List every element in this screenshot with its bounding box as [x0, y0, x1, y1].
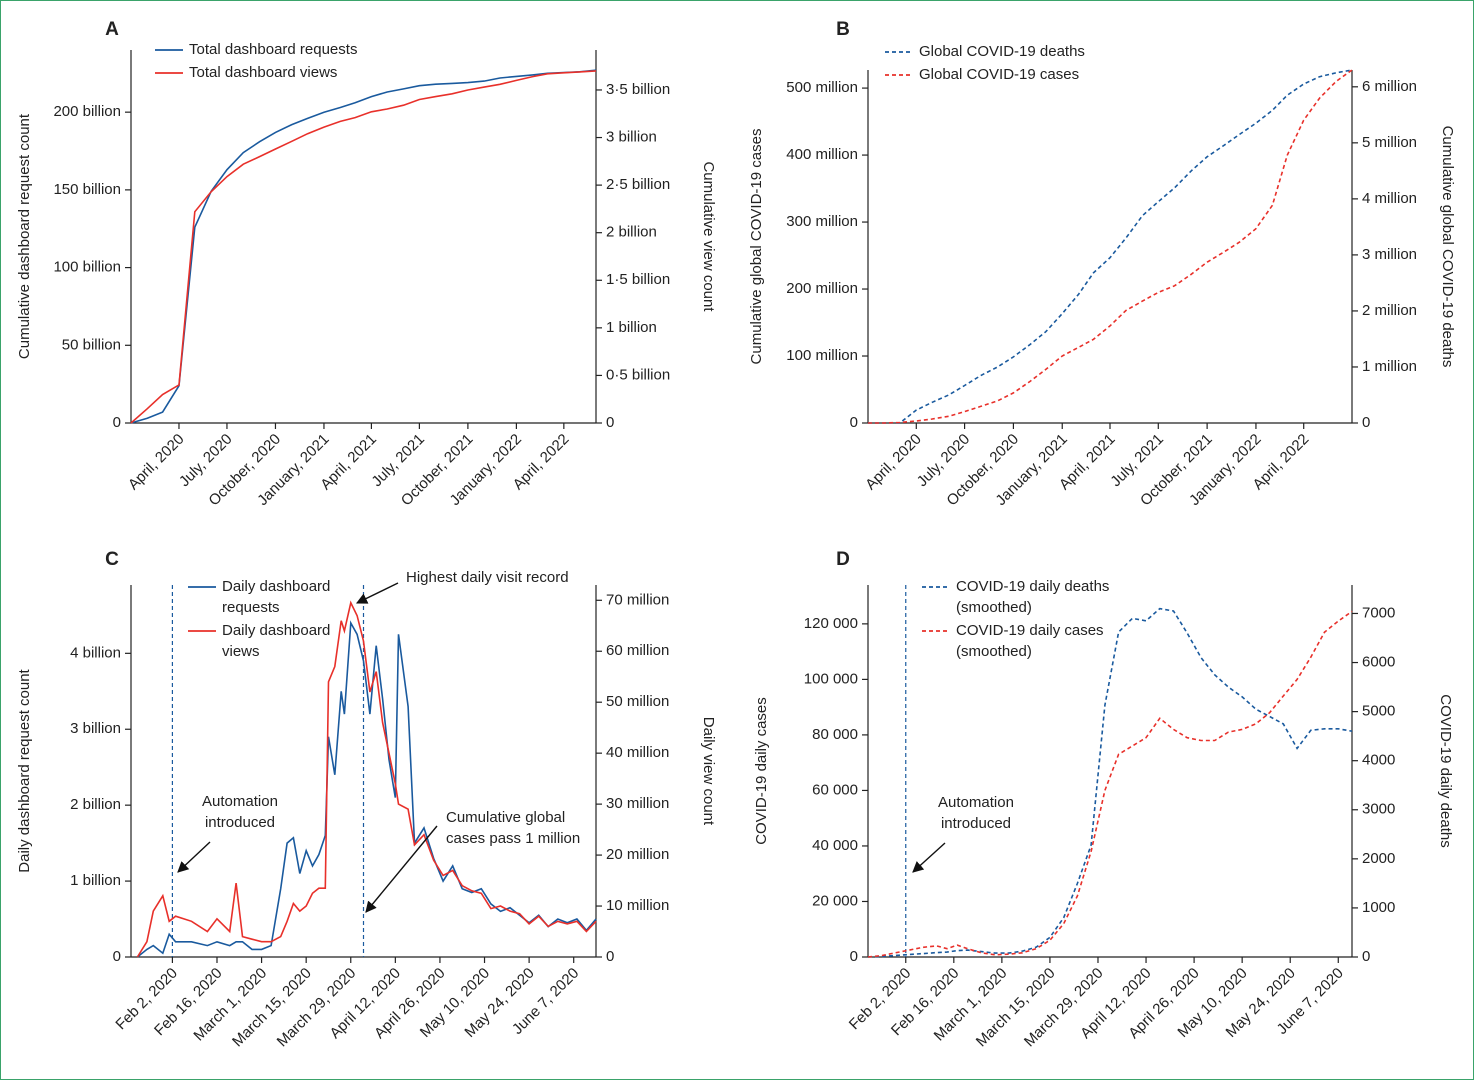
legend-label: COVID-19 daily cases (smoothed)	[956, 622, 1104, 660]
y-tick-label: 0	[850, 948, 858, 965]
y-axis-label: Daily dashboard request count	[16, 668, 33, 872]
y2-tick-label: 2 million	[1362, 302, 1417, 319]
y2-tick-label: 1·5 billion	[606, 271, 670, 288]
y2-tick-label: 1 million	[1362, 358, 1417, 375]
y2-tick-label: 0	[1362, 948, 1370, 965]
y2-axis-label: COVID-19 daily deaths	[1437, 694, 1454, 847]
y-axis-label: Cumulative dashboard request count	[16, 113, 33, 359]
y2-tick-label: 3 billion	[606, 129, 657, 146]
legend-label: Global COVID-19 cases	[919, 66, 1079, 83]
panel-label: C	[105, 549, 119, 570]
y2-tick-label: 70 million	[606, 591, 669, 608]
y-tick-label: 500 million	[786, 79, 858, 96]
series-line	[136, 600, 597, 958]
y2-tick-label: 6000	[1362, 654, 1395, 671]
y2-tick-label: 60 million	[606, 642, 669, 659]
y2-tick-label: 0	[606, 414, 614, 431]
panel-label: A	[105, 19, 119, 40]
y2-tick-label: 4000	[1362, 752, 1395, 769]
series-line	[868, 69, 1353, 424]
annotation: Automation introduced	[202, 793, 278, 831]
y-tick-label: 2 billion	[70, 796, 121, 813]
y-tick-label: 100 million	[786, 347, 858, 364]
annotation: Highest daily visit record	[406, 569, 569, 586]
y2-tick-label: 3 million	[1362, 246, 1417, 263]
legend-label: Daily dashboard requests	[222, 578, 330, 616]
y-tick-label: 150 billion	[53, 181, 121, 198]
y2-tick-label: 20 million	[606, 846, 669, 863]
y2-axis-label: Cumulative global COVID-19 deaths	[1439, 126, 1456, 368]
y-tick-label: 0	[113, 414, 121, 431]
y-tick-label: 1 billion	[70, 872, 121, 889]
y2-tick-label: 0·5 billion	[606, 366, 670, 383]
y-tick-label: 20 000	[812, 892, 858, 909]
y2-tick-label: 10 million	[606, 897, 669, 914]
y-axis-label: Cumulative global COVID-19 cases	[748, 129, 765, 365]
y2-tick-label: 2·5 billion	[606, 176, 670, 193]
legend-label: Total dashboard views	[189, 64, 337, 81]
annotation: Automation introduced	[938, 794, 1014, 832]
y2-tick-label: 1 billion	[606, 319, 657, 336]
legend-label: Daily dashboard views	[222, 622, 330, 660]
legend-label: Total dashboard requests	[189, 41, 357, 58]
y-tick-label: 80 000	[812, 726, 858, 743]
panel-label: B	[836, 19, 850, 40]
y2-tick-label: 2000	[1362, 850, 1395, 867]
y-tick-label: 50 billion	[62, 336, 121, 353]
y2-tick-label: 5000	[1362, 703, 1395, 720]
y-tick-label: 120 000	[804, 615, 858, 632]
series-line	[130, 69, 597, 424]
y2-tick-label: 5 million	[1362, 134, 1417, 151]
y-tick-label: 0	[850, 414, 858, 431]
y-tick-label: 200 billion	[53, 103, 121, 120]
annotation-arrow	[912, 842, 946, 873]
y-tick-label: 3 billion	[70, 720, 121, 737]
y-tick-label: 60 000	[812, 781, 858, 798]
y2-tick-label: 50 million	[606, 693, 669, 710]
y2-tick-label: 3000	[1362, 801, 1395, 818]
series-line	[130, 70, 597, 424]
annotation-arrow	[177, 841, 211, 873]
y2-tick-label: 40 million	[606, 744, 669, 761]
y2-tick-label: 0	[606, 948, 614, 965]
y2-tick-label: 1000	[1362, 899, 1395, 916]
y-tick-label: 100 billion	[53, 259, 121, 276]
y-tick-label: 0	[113, 948, 121, 965]
y2-tick-label: 6 million	[1362, 78, 1417, 95]
annotation: Cumulative global cases pass 1 million	[446, 809, 580, 847]
series-line	[867, 607, 1353, 958]
annotation-arrow	[365, 825, 438, 913]
y-tick-label: 40 000	[812, 837, 858, 854]
panel-label: D	[836, 549, 850, 570]
y2-axis-label: Cumulative view count	[700, 161, 717, 312]
y2-tick-label: 4 million	[1362, 190, 1417, 207]
series-line	[868, 69, 1353, 424]
series-line	[867, 610, 1353, 958]
y-tick-label: 400 million	[786, 146, 858, 163]
y2-axis-label: Daily view count	[700, 717, 717, 826]
y2-tick-label: 2 billion	[606, 224, 657, 241]
y2-tick-label: 7000	[1362, 604, 1395, 621]
legend-label: COVID-19 daily deaths (smoothed)	[956, 578, 1109, 616]
y-tick-label: 300 million	[786, 213, 858, 230]
y-tick-label: 200 million	[786, 280, 858, 297]
y-axis-label: COVID-19 daily cases	[753, 697, 770, 845]
y2-tick-label: 3·5 billion	[606, 81, 670, 98]
y-tick-label: 100 000	[804, 670, 858, 687]
y2-tick-label: 0	[1362, 414, 1370, 431]
y-tick-label: 4 billion	[70, 644, 121, 661]
annotation-arrow	[355, 582, 399, 604]
y2-tick-label: 30 million	[606, 795, 669, 812]
legend-label: Global COVID-19 deaths	[919, 43, 1085, 60]
